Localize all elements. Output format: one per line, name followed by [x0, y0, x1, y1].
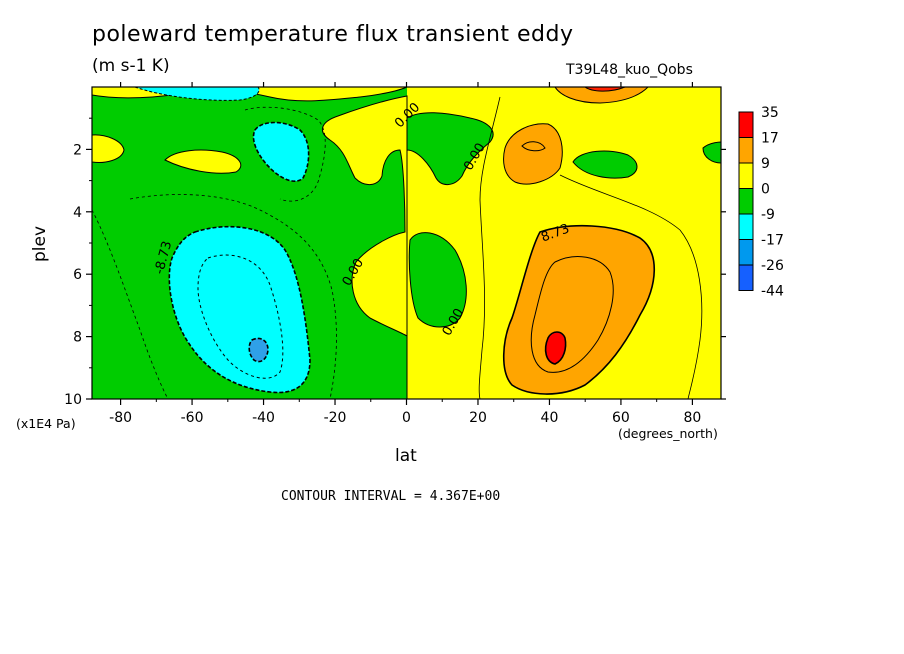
- x-tick-label: -60: [181, 410, 204, 426]
- legend-swatch: [738, 162, 754, 189]
- nh-right-negative-blob: [572, 150, 638, 179]
- x-tick-label: -40: [252, 410, 275, 426]
- x-tick-label: 40: [541, 410, 559, 426]
- sh-small-positive-blob: [164, 149, 242, 174]
- legend-swatch: [738, 137, 754, 164]
- sh-upper-cyan-min: [252, 121, 310, 182]
- legend-swatch: [738, 239, 754, 266]
- y-tick-label: 10: [64, 392, 82, 408]
- y-axis-units: (x1E4 Pa): [16, 416, 76, 431]
- nh-positive-thin-contour: [478, 96, 501, 399]
- nh-edge-negative-blob: [702, 141, 721, 164]
- nh-upper-orange-max: [503, 123, 563, 185]
- sh-top-cyan-fringe: [134, 87, 260, 101]
- x-axis: -80 -60 -40 -20 0 20 40 60 80: [109, 82, 701, 426]
- legend-swatch: [738, 111, 754, 138]
- nh-top-orange-fringe: [554, 87, 649, 104]
- legend-swatch: [738, 213, 754, 240]
- sh-negative-dashed-contour-2: [92, 209, 169, 399]
- chart-units: (m s-1 K): [92, 56, 170, 76]
- legend-level-label: 35: [761, 105, 779, 121]
- x-tick-label: 20: [469, 410, 487, 426]
- legend-level-label: 0: [761, 182, 770, 198]
- legend-level-label: -44: [761, 284, 784, 300]
- x-tick-label: 0: [402, 410, 411, 426]
- sh-negative-dashed-contour-3: [244, 106, 326, 202]
- nh-lower-orange-inner: [530, 256, 614, 373]
- sh-negative-dashed-contour: [129, 194, 337, 399]
- contour-interval: CONTOUR INTERVAL = 4.367E+00: [281, 489, 501, 504]
- legend-level-label: 17: [761, 131, 779, 147]
- nh-lower-red-core: [544, 331, 567, 365]
- nh-upper-orange-inner: [521, 141, 546, 152]
- nh-mid-negative-blob: [408, 232, 467, 328]
- legend-swatch: [738, 188, 754, 215]
- sh-lower-cyan-min: [168, 225, 311, 394]
- x-axis-label: lat: [395, 446, 417, 466]
- x-tick-label: -20: [324, 410, 347, 426]
- filled-contours: [92, 87, 721, 399]
- legend-level-label: -17: [761, 233, 784, 249]
- sh-lower-blue-core: [248, 337, 269, 363]
- y-tick-label: 4: [73, 205, 82, 221]
- sh-lower-cyan-inner: [197, 254, 284, 379]
- x-axis-units: (degrees_north): [618, 426, 718, 441]
- y-tick-label: 8: [73, 330, 82, 346]
- sh-edge-positive-blob: [92, 134, 125, 163]
- legend-level-label: -26: [761, 258, 784, 274]
- colorbar-legend: 35 17 9 0 -9 -17 -26 -44: [738, 105, 784, 300]
- y-tick-label: 6: [73, 267, 82, 283]
- y-axis: 2 4 6 8 10: [64, 117, 726, 408]
- chart-title: poleward temperature flux transient eddy: [92, 22, 574, 47]
- sh-central-positive-tongue: [322, 95, 408, 337]
- y-tick-label: 2: [73, 142, 82, 158]
- run-label: T39L48_kuo_Qobs: [566, 62, 693, 78]
- legend-swatch: [738, 264, 754, 291]
- legend-level-label: 9: [761, 156, 770, 172]
- x-tick-label: 60: [612, 410, 630, 426]
- nh-lower-orange-max: [502, 225, 656, 395]
- x-tick-label: 80: [683, 410, 701, 426]
- legend-level-label: -9: [761, 207, 775, 223]
- x-tick-label: -80: [109, 410, 132, 426]
- nh-upper-negative-blob: [406, 112, 494, 185]
- nh-positive-outer-contour: [559, 174, 703, 399]
